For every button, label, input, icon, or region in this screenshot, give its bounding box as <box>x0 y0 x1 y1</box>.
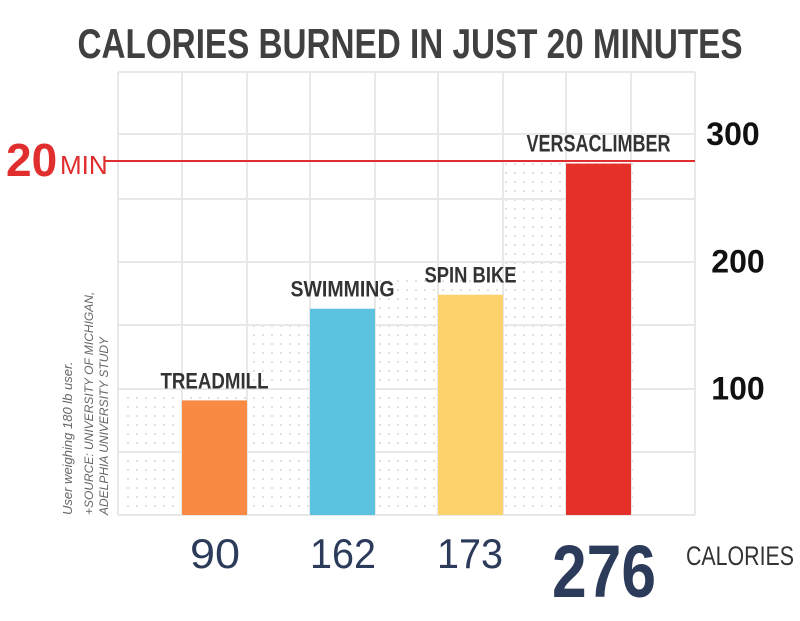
y-tick-label: 100 <box>711 371 764 407</box>
value-label: 162 <box>310 530 376 577</box>
bars <box>182 163 631 515</box>
value-label: 90 <box>190 530 240 577</box>
source-note-line: +SOURCE: UNIVERSITY OF MICHIGAN, <box>82 292 96 515</box>
source-note-line: ADELPHIA UNIVERSITY STUDY <box>97 336 111 516</box>
reference-line-unit: MIN <box>60 150 108 180</box>
category-labels: TREADMILL SWIMMING SPIN BIKE VERSACLIMBER <box>161 131 671 394</box>
reference-line-number: 20 <box>6 134 57 186</box>
category-label-treadmill: TREADMILL <box>161 368 269 393</box>
bar-versaclimber <box>566 163 631 515</box>
category-label-swimming: SWIMMING <box>291 277 395 302</box>
value-label: 276 <box>552 530 656 613</box>
bar-swimming <box>310 308 375 515</box>
bar-treadmill <box>182 400 247 515</box>
category-label-versaclimber: VERSACLIMBER <box>527 131 671 158</box>
chart-title: CALORIES BURNED IN JUST 20 MINUTES <box>78 20 743 67</box>
source-note-line: User weighing 180 lb user. <box>60 362 75 515</box>
y-axis-ticks: 100 200 300 <box>706 116 764 407</box>
value-label: 173 <box>437 530 503 577</box>
y-tick-label: 300 <box>706 116 759 152</box>
bar-spin-bike <box>438 294 503 515</box>
source-note: User weighing 180 lb user. +SOURCE: UNIVE… <box>60 292 111 516</box>
y-tick-label: 200 <box>711 243 764 279</box>
category-label-spin-bike: SPIN BIKE <box>425 263 517 288</box>
value-unit-label: CALORIES <box>686 541 794 571</box>
value-labels: 90 162 173 276 <box>190 530 656 613</box>
